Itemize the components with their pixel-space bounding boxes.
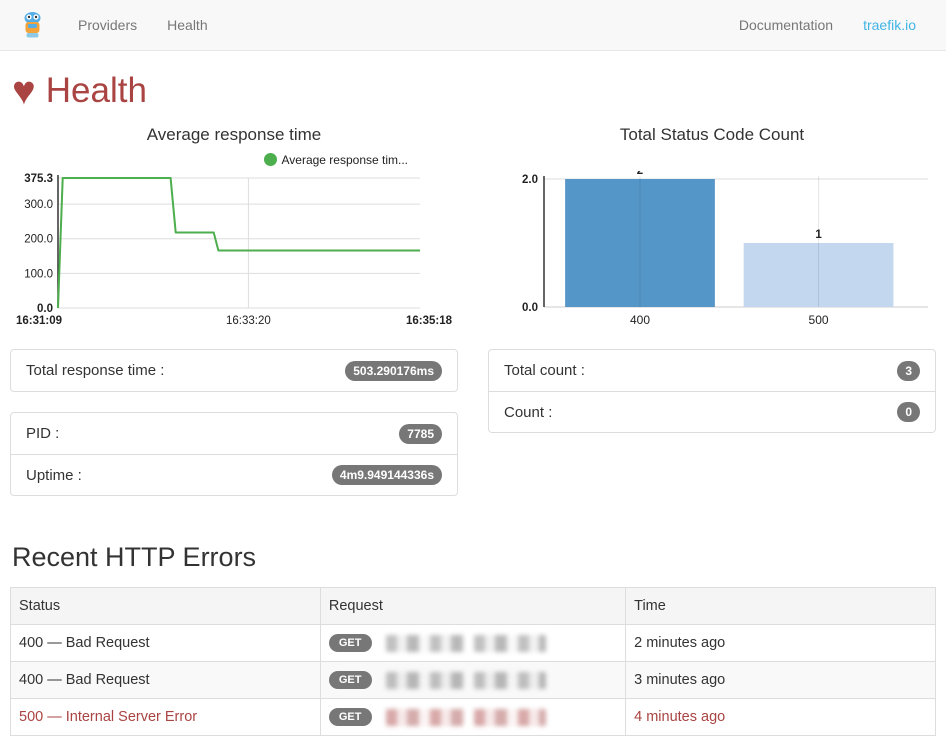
- stat-badge-pid: 7785: [399, 423, 442, 444]
- svg-text:100.0: 100.0: [24, 268, 53, 280]
- error-row: 500 — Internal Server Error GET 4 minute…: [10, 698, 936, 736]
- status-code-chart-title: Total Status Code Count: [619, 125, 805, 144]
- svg-text:400: 400: [630, 313, 650, 327]
- column-header-status: Status: [10, 587, 321, 625]
- redacted-url: [385, 708, 546, 726]
- svg-text:1: 1: [815, 229, 822, 241]
- redacted-url: [385, 671, 546, 689]
- error-time: 3 minutes ago: [625, 661, 936, 699]
- stat-badge-total-count: 3: [897, 360, 920, 381]
- recent-http-errors-section: Recent HTTP Errors Status Request Time 4…: [0, 516, 946, 736]
- column-header-request: Request: [319, 587, 627, 625]
- error-row: 400 — Bad Request GET 2 minutes ago: [10, 624, 936, 662]
- nav-link-health[interactable]: Health: [167, 17, 208, 33]
- response-time-chart-legend[interactable]: Average response tim...: [10, 148, 458, 171]
- page-header: ♥ Health: [0, 51, 946, 115]
- column-header-time: Time: [625, 587, 936, 625]
- error-row: 400 — Bad Request GET 3 minutes ago: [10, 661, 936, 699]
- stat-badge-response-time: 503.290176ms: [345, 360, 442, 381]
- error-request: GET: [319, 624, 627, 662]
- stat-label: Total count :: [504, 362, 585, 379]
- process-panel: PID : 7785 Uptime : 4m9.949144336s: [10, 412, 458, 496]
- error-status: 400 — Bad Request: [10, 661, 321, 699]
- errors-table-header-row: Status Request Time: [10, 587, 936, 625]
- panel-row-pid: PID : 7785: [11, 413, 457, 454]
- svg-text:16:31:09: 16:31:09: [16, 315, 62, 327]
- error-time: 4 minutes ago: [625, 698, 936, 736]
- traefik-logo[interactable]: [0, 11, 63, 39]
- response-time-chart: 0.0 100.0 200.0 300.0 375.3 16:31:09 16:33:20 1…: [16, 173, 453, 327]
- svg-text:0.0: 0.0: [522, 302, 538, 314]
- nav-link-traefik-io[interactable]: traefik.io: [863, 17, 916, 33]
- response-time-chart-title: Average response time: [146, 125, 322, 144]
- panel-row-count: Count : 0: [489, 391, 935, 432]
- method-badge: GET: [328, 708, 372, 726]
- method-badge: GET: [328, 671, 372, 689]
- error-request: GET: [319, 698, 627, 736]
- svg-text:500: 500: [809, 313, 829, 327]
- status-code-chart: 2 400 1 500 0.0 2.0: [522, 171, 928, 327]
- panel-row-uptime: Uptime : 4m9.949144336s: [11, 454, 457, 495]
- page-title: Health: [45, 71, 147, 110]
- heart-icon: ♥: [12, 69, 36, 113]
- svg-text:300.0: 300.0: [24, 199, 53, 211]
- error-request: GET: [319, 661, 627, 699]
- panel-row-total-response-time: Total response time : 503.290176ms: [11, 350, 457, 391]
- error-time: 2 minutes ago: [625, 624, 936, 662]
- recent-http-errors-title: Recent HTTP Errors: [12, 542, 257, 572]
- svg-text:375.3: 375.3: [24, 173, 53, 185]
- errors-table: Status Request Time 400 — Bad Request GE…: [10, 587, 936, 736]
- stat-badge-uptime: 4m9.949144336s: [331, 465, 442, 485]
- error-status: 500 — Internal Server Error: [10, 698, 321, 736]
- stat-label: Uptime :: [26, 466, 82, 484]
- svg-text:16:33:20: 16:33:20: [226, 315, 271, 327]
- nav-link-providers[interactable]: Providers: [78, 17, 138, 33]
- count-panel: Total count : 3 Count : 0: [488, 349, 936, 433]
- navbar: Providers Health Documentation traefik.i…: [0, 0, 946, 51]
- svg-text:16:35:18: 16:35:18: [406, 315, 453, 327]
- svg-text:2: 2: [637, 171, 643, 177]
- redacted-url: [385, 634, 546, 652]
- traefik-mascot-icon: [24, 12, 41, 38]
- svg-text:0.0: 0.0: [37, 303, 53, 315]
- legend-dot-icon: [264, 153, 278, 166]
- stat-label: PID :: [26, 425, 60, 442]
- method-badge: GET: [328, 634, 372, 652]
- response-time-chart-widget: Average response time Average response t…: [10, 115, 458, 331]
- legend-label: Average response tim...: [281, 152, 408, 167]
- nav-link-documentation[interactable]: Documentation: [738, 17, 834, 33]
- stat-label: Count :: [504, 403, 553, 421]
- response-time-panel: Total response time : 503.290176ms: [10, 349, 458, 392]
- error-status: 400 — Bad Request: [10, 624, 321, 662]
- svg-text:2.0: 2.0: [522, 174, 538, 186]
- panel-row-total-count: Total count : 3: [489, 350, 935, 391]
- stat-label: Total response time :: [26, 362, 165, 379]
- svg-text:200.0: 200.0: [24, 234, 53, 246]
- status-code-chart-widget: Total Status Code Count 2 400 1 500 0.0 2.0: [488, 115, 936, 331]
- stat-badge-count: 0: [897, 402, 920, 422]
